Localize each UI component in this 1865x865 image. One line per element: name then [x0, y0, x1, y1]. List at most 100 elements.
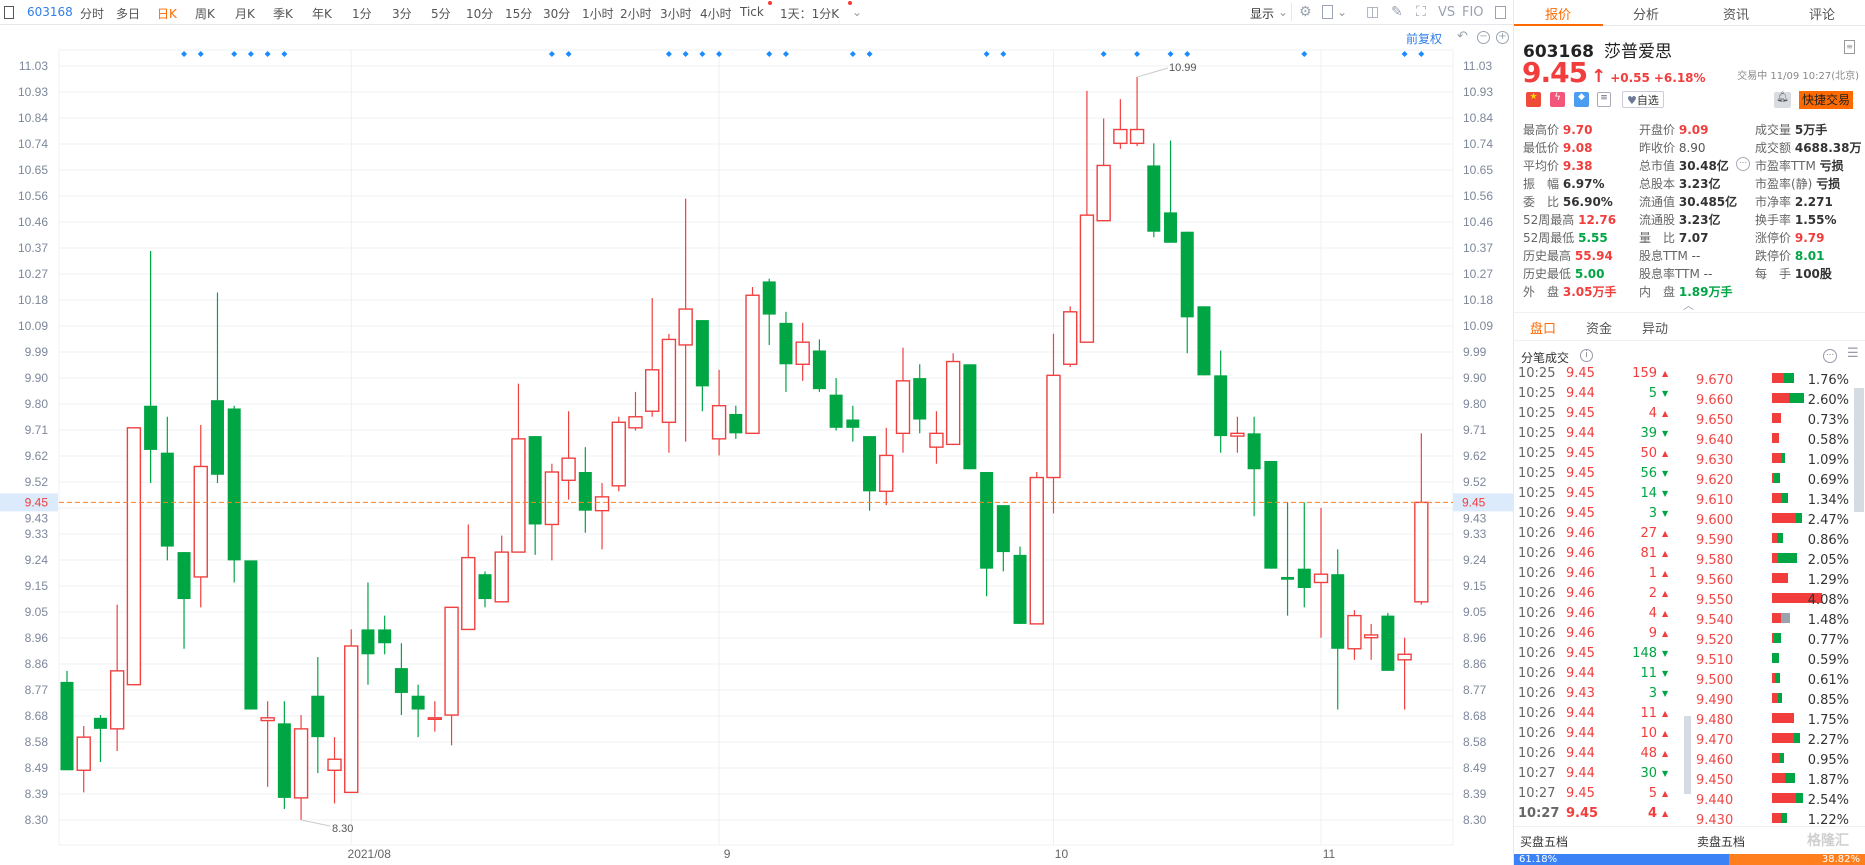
- candle[interactable]: [76, 726, 91, 793]
- candle[interactable]: [963, 364, 977, 470]
- candle[interactable]: [378, 615, 392, 655]
- more-icon[interactable]: ⋯: [1736, 157, 1750, 171]
- candle[interactable]: [60, 670, 74, 771]
- chevron-down-icon[interactable]: ⌄: [852, 5, 863, 19]
- chevron-down-icon[interactable]: ⌄: [1278, 5, 1289, 19]
- event-marker-icon[interactable]: [231, 51, 238, 57]
- candle[interactable]: [829, 378, 843, 431]
- sidebar-toggle-icon[interactable]: [4, 6, 14, 19]
- candle[interactable]: [311, 657, 325, 774]
- candle[interactable]: [394, 643, 408, 716]
- subtab-orderbook[interactable]: 盘口: [1530, 322, 1557, 337]
- candle[interactable]: [109, 604, 125, 751]
- candle[interactable]: [1096, 118, 1111, 222]
- candle[interactable]: [411, 684, 425, 738]
- event-marker-icon[interactable]: [716, 51, 723, 57]
- tab-comments[interactable]: 评论: [1809, 8, 1836, 23]
- candle[interactable]: [1062, 306, 1078, 368]
- period-5[interactable]: 季K: [273, 7, 293, 21]
- more-icon[interactable]: ⋯: [1823, 349, 1837, 363]
- gear-icon[interactable]: ⚙: [1299, 4, 1312, 20]
- candle[interactable]: [494, 535, 509, 603]
- event-marker-icon[interactable]: [699, 51, 706, 57]
- period-10[interactable]: 10分: [466, 7, 494, 21]
- candle[interactable]: [1079, 90, 1095, 343]
- candle[interactable]: [745, 286, 760, 435]
- event-marker-icon[interactable]: [181, 51, 188, 57]
- candle[interactable]: [611, 416, 626, 492]
- candle[interactable]: [1013, 546, 1027, 624]
- period-8[interactable]: 3分: [392, 7, 412, 21]
- candle[interactable]: [628, 391, 643, 431]
- candle[interactable]: [1264, 460, 1278, 569]
- document-icon[interactable]: ≡: [1597, 92, 1611, 107]
- trades-scrollbar[interactable]: [1684, 716, 1691, 794]
- pencil-icon[interactable]: ✎: [1391, 4, 1403, 20]
- candle[interactable]: [1363, 623, 1379, 660]
- candle[interactable]: [210, 292, 224, 484]
- period-6[interactable]: 年K: [312, 7, 332, 21]
- period-17[interactable]: Tick: [740, 5, 764, 19]
- tab-analysis[interactable]: 分析: [1633, 8, 1660, 23]
- candle[interactable]: [193, 425, 208, 608]
- info-icon[interactable]: i: [1580, 349, 1593, 362]
- display-menu[interactable]: 显示: [1250, 7, 1275, 21]
- event-marker-icon[interactable]: [665, 51, 672, 57]
- f10-button[interactable]: FIO: [1462, 5, 1484, 20]
- period-3[interactable]: 周K: [195, 7, 215, 21]
- zoom-out-icon[interactable]: −: [1477, 31, 1490, 44]
- event-marker-icon[interactable]: [1418, 51, 1425, 57]
- candle[interactable]: [1164, 140, 1178, 243]
- menu-icon[interactable]: ≡: [1844, 40, 1855, 54]
- candle[interactable]: [244, 560, 258, 710]
- candle[interactable]: [561, 411, 576, 500]
- event-marker-icon[interactable]: [548, 51, 555, 57]
- tab-quote[interactable]: 报价: [1545, 8, 1572, 23]
- candle[interactable]: [511, 383, 526, 553]
- period-12[interactable]: 30分: [543, 7, 571, 21]
- panel-icon[interactable]: [1495, 6, 1506, 19]
- candle[interactable]: [478, 571, 492, 608]
- candle[interactable]: [1297, 502, 1311, 608]
- candle[interactable]: [779, 311, 793, 392]
- event-marker-icon[interactable]: [849, 51, 856, 57]
- candle[interactable]: [461, 524, 476, 631]
- event-marker-icon[interactable]: [1134, 51, 1141, 57]
- undo-icon[interactable]: ↶: [1457, 29, 1468, 44]
- candle[interactable]: [695, 320, 709, 412]
- candle[interactable]: [762, 278, 776, 345]
- candle[interactable]: [661, 333, 677, 453]
- candle[interactable]: [293, 715, 309, 820]
- event-marker-icon[interactable]: [983, 51, 990, 57]
- candle[interactable]: [160, 416, 174, 561]
- candle[interactable]: [528, 436, 542, 555]
- candle[interactable]: [1313, 507, 1329, 638]
- candle[interactable]: [913, 364, 927, 434]
- candle[interactable]: [1347, 610, 1362, 660]
- bell-icon[interactable]: 🔔︎: [1774, 92, 1791, 108]
- candle[interactable]: [594, 483, 610, 550]
- candle[interactable]: [1230, 416, 1245, 453]
- stock-code-label[interactable]: 603168: [27, 5, 73, 19]
- chevron-down-icon[interactable]: ⌄: [1337, 5, 1348, 19]
- candle[interactable]: [812, 339, 826, 392]
- candle[interactable]: [578, 447, 592, 533]
- event-marker-icon[interactable]: [1167, 51, 1174, 57]
- candle[interactable]: [1397, 637, 1412, 710]
- event-marker-icon[interactable]: [281, 51, 288, 57]
- period-14[interactable]: 2小时: [620, 7, 652, 21]
- candle[interactable]: [980, 472, 994, 597]
- candle[interactable]: [1029, 472, 1044, 625]
- event-marker-icon[interactable]: [1000, 51, 1007, 57]
- event-marker-icon[interactable]: [1184, 51, 1191, 57]
- candle[interactable]: [1113, 99, 1128, 149]
- event-marker-icon[interactable]: [1301, 51, 1308, 57]
- candle[interactable]: [1129, 77, 1145, 147]
- candle[interactable]: [544, 463, 560, 561]
- candle[interactable]: [996, 505, 1010, 572]
- period-16[interactable]: 4小时: [700, 7, 732, 21]
- period-0[interactable]: 分时: [80, 7, 105, 21]
- candle[interactable]: [277, 701, 291, 809]
- adjust-mode-button[interactable]: 前复权: [1406, 32, 1443, 46]
- candle[interactable]: [1247, 416, 1261, 517]
